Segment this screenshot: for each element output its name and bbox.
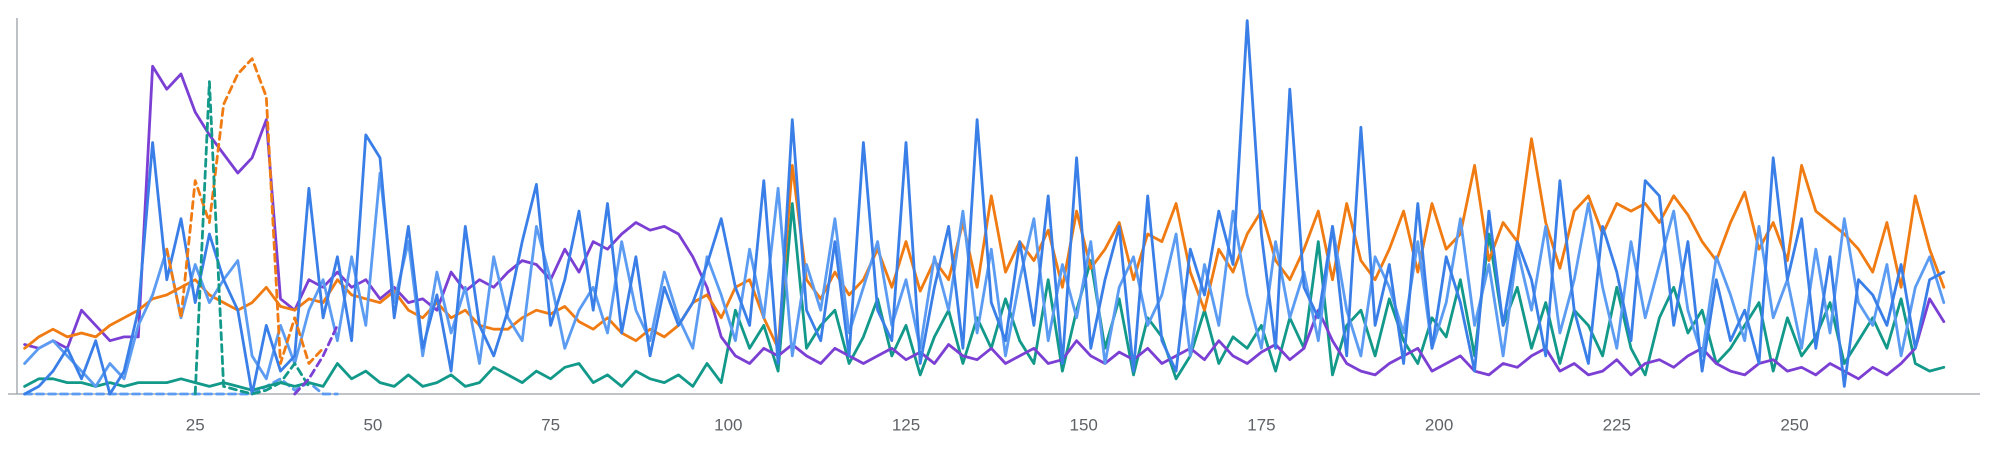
line-series xyxy=(293,324,339,396)
x-tick-label: 250 xyxy=(1780,415,1808,434)
x-tick-label: 125 xyxy=(892,415,920,434)
x-tick-label: 225 xyxy=(1603,415,1631,434)
x-tick-label: 100 xyxy=(714,415,742,434)
x-tick-label: 75 xyxy=(541,415,560,434)
line-series xyxy=(23,19,1946,396)
x-tick-label: 50 xyxy=(363,415,382,434)
line-series xyxy=(193,80,311,396)
line-series xyxy=(23,137,1946,350)
x-tick-label: 25 xyxy=(186,415,205,434)
x-tick-label: 200 xyxy=(1425,415,1453,434)
x-tick-label: 175 xyxy=(1247,415,1275,434)
line-series xyxy=(165,57,325,365)
line-series xyxy=(23,64,1946,381)
x-tick-label: 150 xyxy=(1070,415,1098,434)
line-series xyxy=(23,202,1946,392)
